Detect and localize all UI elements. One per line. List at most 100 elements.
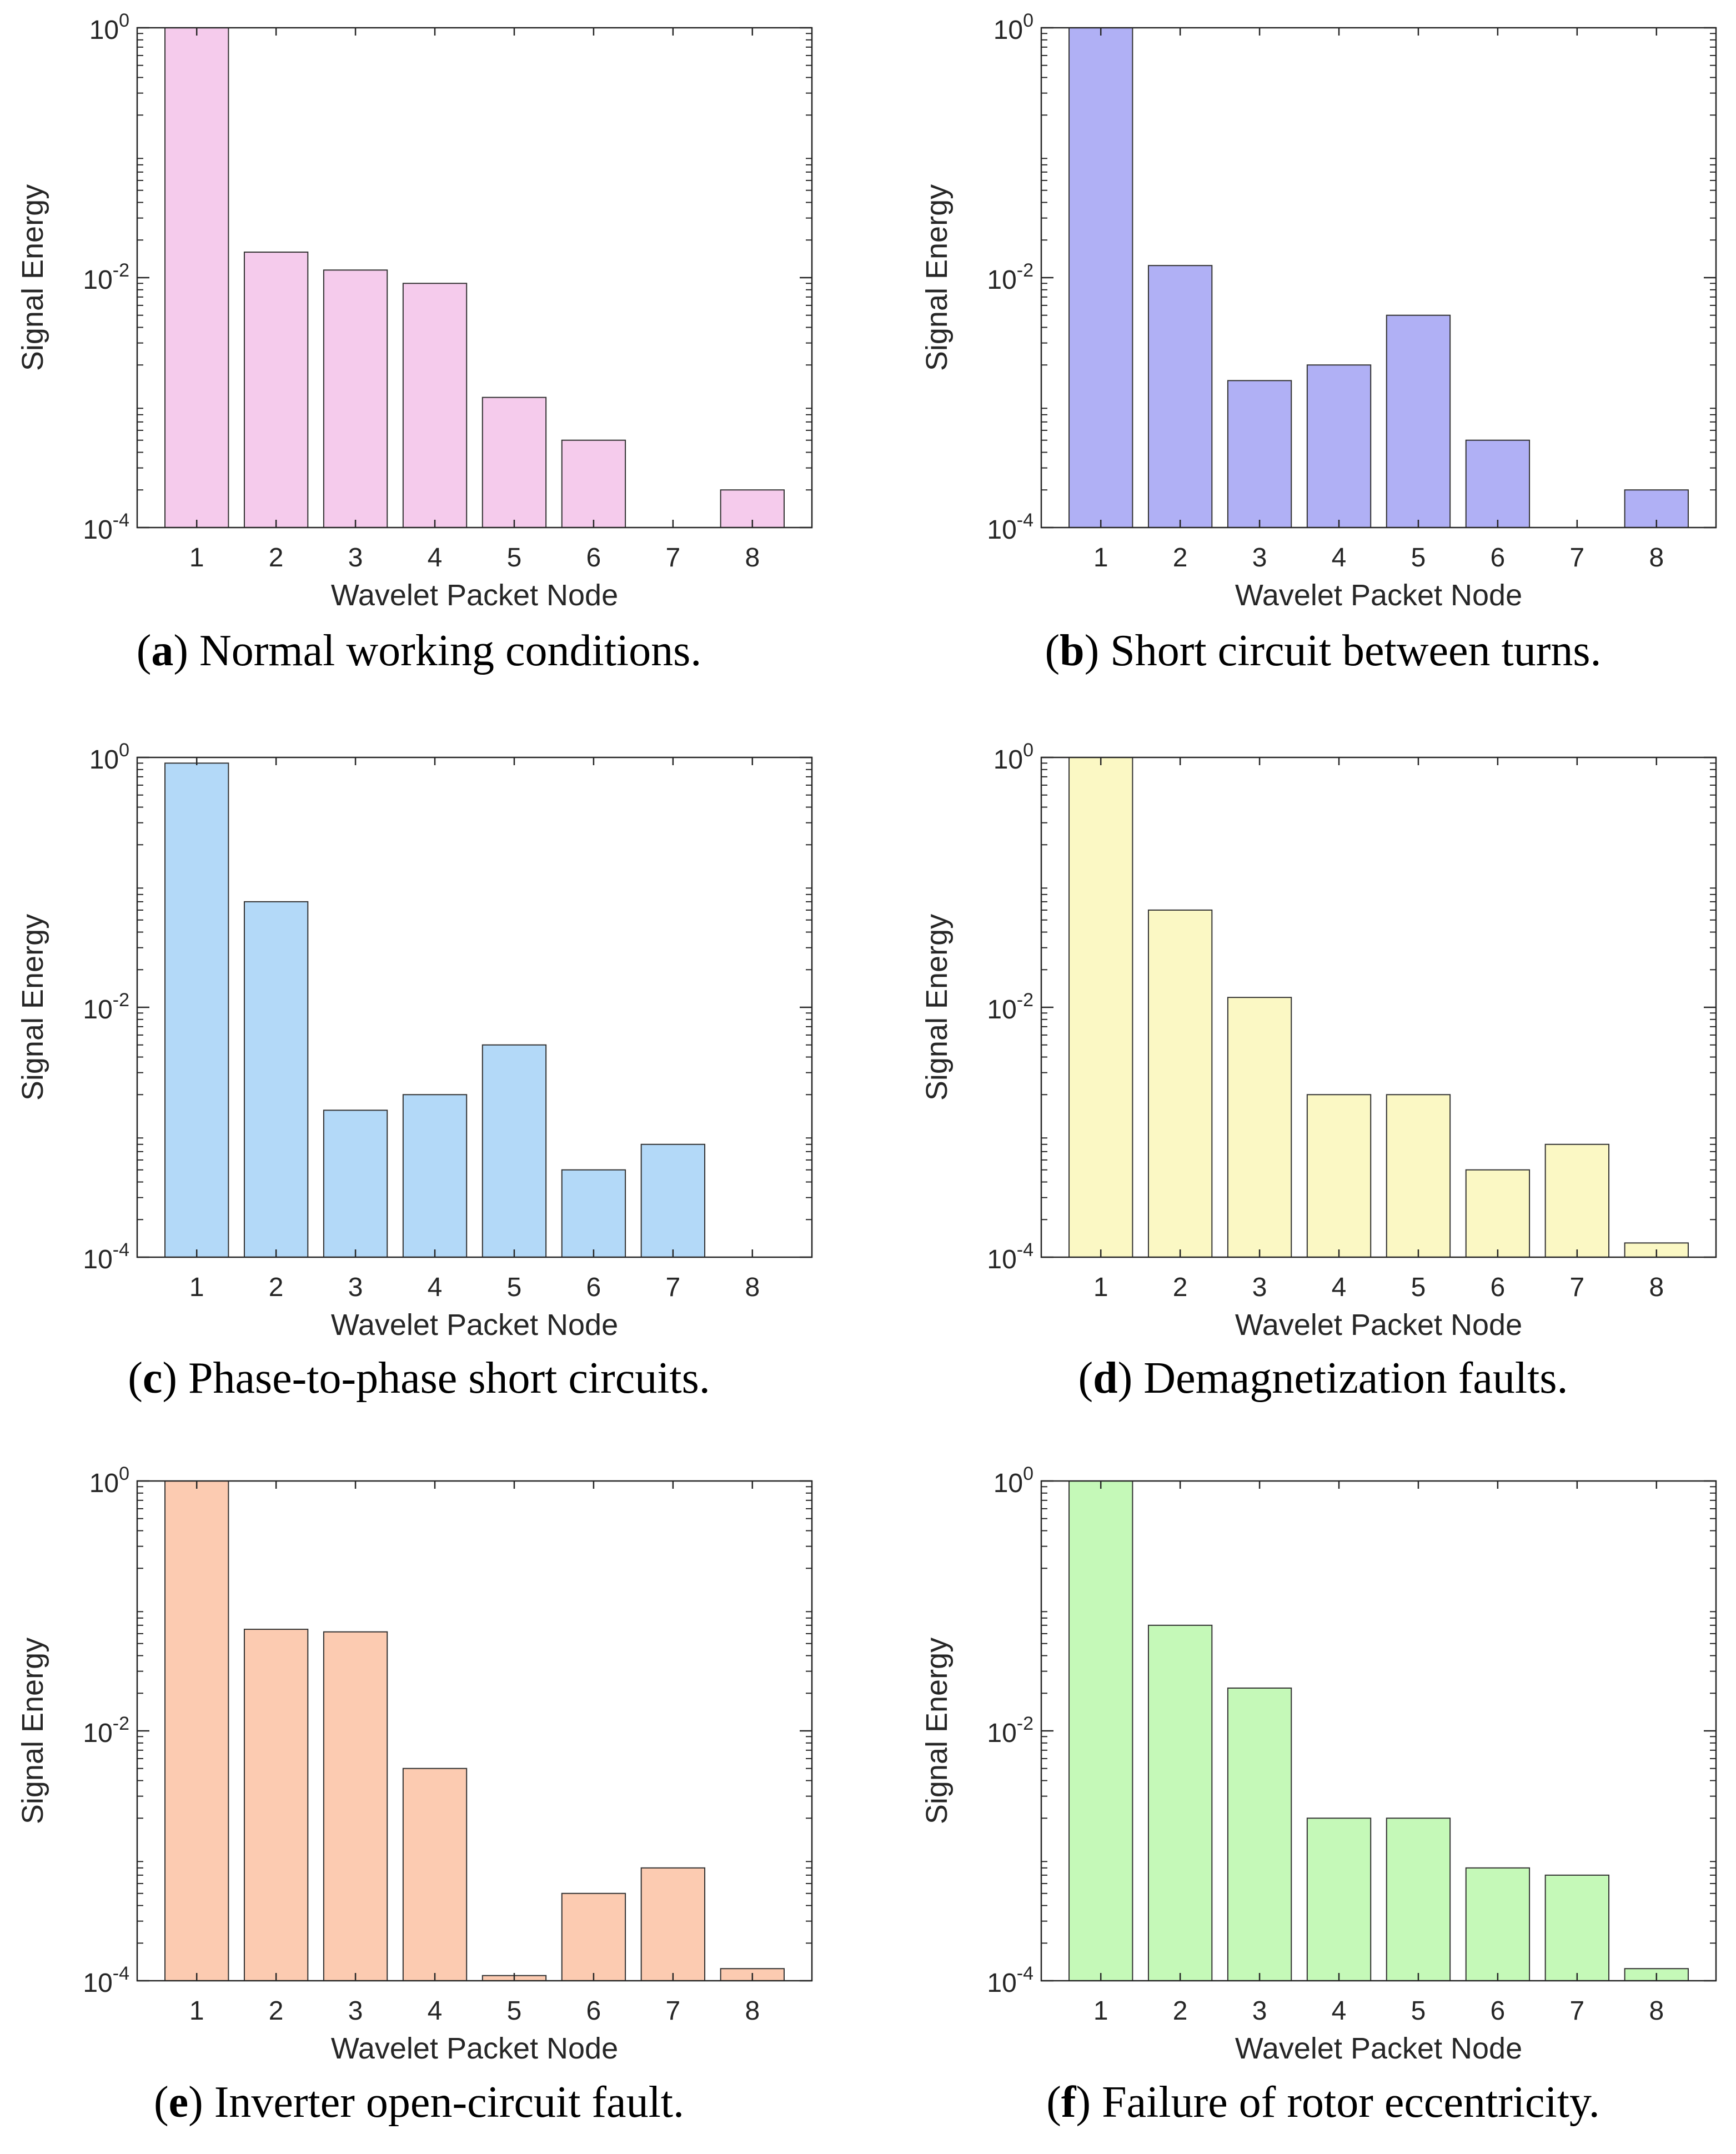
caption-a: (a) Normal working conditions. (137, 626, 702, 675)
x-tick-label: 2 (1173, 543, 1188, 573)
x-tick-label: 7 (1570, 1996, 1585, 2026)
x-tick-label: 5 (507, 543, 522, 573)
x-tick-label: 4 (1332, 1996, 1347, 2026)
bar-1 (1068, 1480, 1133, 1981)
x-tick-label: 2 (1173, 1273, 1188, 1302)
bar-3 (1227, 380, 1292, 528)
bar-5 (1386, 314, 1451, 528)
x-tick-label: 6 (1491, 543, 1506, 573)
x-tick-label: 4 (428, 1273, 443, 1302)
y-tick-label: 10-2 (83, 990, 129, 1025)
x-tick-label: 2 (269, 1996, 284, 2026)
bar-3 (323, 269, 388, 528)
y-axis-label: Signal Energy (16, 184, 49, 371)
bar-4 (1306, 364, 1372, 528)
x-tick-label: 5 (1411, 1273, 1426, 1302)
panel-b: 100 10-2 10-4 1 2 3 4 5 6 7 8 Wavelet Packet Node Si… (920, 10, 1717, 675)
x-tick-label: 6 (1491, 1273, 1506, 1302)
x-tick-label: 6 (1491, 1996, 1506, 2026)
x-tick-label: 1 (1093, 1996, 1108, 2026)
panel-c: 100 10-2 10-4 1 2 3 4 5 6 7 8 Wavelet Packet Node Si… (16, 740, 813, 1403)
x-tick-label: 5 (507, 1273, 522, 1302)
y-tick-label: 100 (89, 740, 129, 775)
bar-2 (1147, 909, 1213, 1258)
bar-5 (1386, 1094, 1451, 1258)
x-tick-label: 2 (269, 543, 284, 573)
x-tick-label: 8 (1649, 543, 1664, 573)
x-tick-label: 1 (1093, 1273, 1108, 1302)
y-tick-label: 10-4 (83, 1239, 129, 1274)
bar-5 (1386, 1817, 1451, 1982)
x-tick-label: 3 (348, 543, 363, 573)
x-tick-label: 3 (348, 1996, 363, 2026)
bar-2 (1147, 265, 1213, 528)
x-tick-label: 1 (1093, 543, 1108, 573)
plot-area (1041, 1481, 1716, 1981)
bar-1 (164, 1480, 229, 1981)
plot-area (1041, 28, 1716, 528)
y-tick-label: 10-2 (83, 260, 129, 295)
plot-area (137, 757, 812, 1257)
x-axis-label: Wavelet Packet Node (331, 579, 618, 612)
y-tick-label: 10-4 (83, 1963, 129, 1998)
x-tick-label: 4 (1332, 1273, 1347, 1302)
x-tick-label: 7 (666, 543, 681, 573)
y-tick-label: 10-4 (987, 1239, 1033, 1274)
y-tick-label: 10-2 (987, 260, 1033, 295)
bar-3 (323, 1109, 388, 1258)
bar-6 (561, 1169, 626, 1258)
bar-6 (1465, 439, 1531, 528)
y-tick-label: 10-2 (987, 990, 1033, 1025)
y-tick-label: 100 (994, 740, 1033, 775)
caption-b: (b) Short circuit between turns. (1045, 626, 1602, 675)
y-tick-label: 10-2 (987, 1713, 1033, 1748)
y-tick-label: 100 (994, 10, 1033, 45)
bar-2 (243, 901, 309, 1258)
x-tick-label: 3 (1252, 543, 1267, 573)
x-tick-label: 6 (586, 1273, 601, 1302)
x-tick-label: 5 (1411, 543, 1426, 573)
y-tick-label: 10-4 (83, 510, 129, 545)
x-tick-label: 8 (1649, 1273, 1664, 1302)
bar-1 (164, 27, 229, 528)
caption-e: (e) Inverter open-circuit fault. (154, 2078, 684, 2127)
bar-4 (1306, 1817, 1372, 1982)
x-tick-label: 4 (428, 1996, 443, 2026)
plot-area (137, 28, 812, 528)
x-tick-label: 4 (1332, 543, 1347, 573)
y-tick-label: 100 (89, 10, 129, 45)
x-tick-label: 6 (586, 1996, 601, 2026)
bar-3 (323, 1631, 388, 1982)
x-tick-label: 8 (1649, 1996, 1664, 2026)
bar-4 (1306, 1094, 1372, 1258)
x-tick-label: 7 (666, 1273, 681, 1302)
bar-4 (402, 1094, 468, 1258)
x-tick-label: 4 (428, 543, 443, 573)
bar-6 (1465, 1867, 1531, 1981)
y-tick-label: 100 (994, 1463, 1033, 1498)
bar-4 (402, 1768, 468, 1981)
bar-7 (640, 1867, 706, 1981)
x-tick-label: 1 (189, 543, 204, 573)
y-axis-label: Signal Energy (16, 914, 49, 1101)
x-tick-label: 8 (745, 543, 760, 573)
x-axis-label: Wavelet Packet Node (1235, 1308, 1522, 1342)
panel-e: 100 10-2 10-4 1 2 3 4 5 6 7 8 Wavelet Packet Node Si… (16, 1463, 813, 2127)
y-axis-label: Signal Energy (920, 914, 954, 1101)
x-tick-label: 2 (269, 1273, 284, 1302)
panel-d: 100 10-2 10-4 1 2 3 4 5 6 7 8 Wavelet Packet Node Si… (920, 740, 1717, 1403)
bar-6 (561, 1892, 626, 1981)
bar-2 (243, 252, 309, 528)
caption-c: (c) Phase-to-phase short circuits. (128, 1354, 710, 1403)
x-axis-label: Wavelet Packet Node (1235, 2032, 1522, 2065)
y-tick-label: 10-2 (83, 1713, 129, 1748)
x-tick-label: 6 (586, 543, 601, 573)
bar-2 (1147, 1624, 1213, 1982)
x-tick-label: 1 (189, 1996, 204, 2026)
x-tick-label: 7 (666, 1996, 681, 2026)
bar-6 (561, 439, 626, 528)
x-axis-label: Wavelet Packet Node (331, 2032, 618, 2065)
y-axis-label: Signal Energy (920, 1638, 954, 1824)
bar-6 (1465, 1169, 1531, 1258)
y-axis-label: Signal Energy (920, 184, 954, 371)
